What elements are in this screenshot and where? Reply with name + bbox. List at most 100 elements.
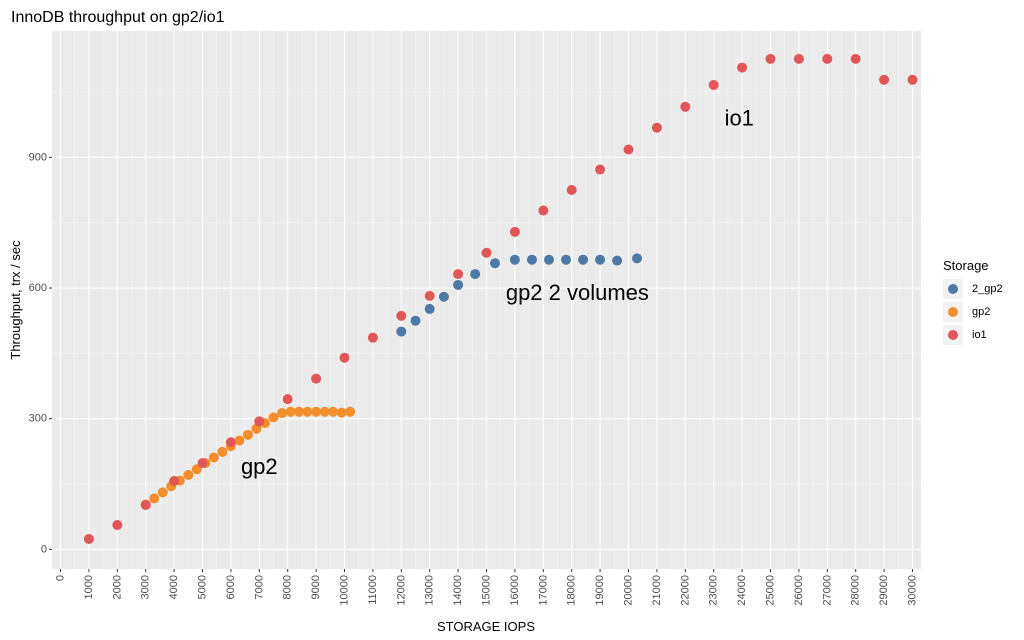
x-tick-label: 27000 bbox=[821, 575, 833, 606]
data-point-io1 bbox=[254, 416, 265, 427]
data-point-2-gp2 bbox=[543, 254, 554, 265]
data-point-io1 bbox=[623, 144, 634, 155]
data-point-2-gp2 bbox=[578, 254, 589, 265]
data-points bbox=[83, 53, 918, 544]
data-point-2-gp2 bbox=[632, 253, 643, 264]
data-point-2-gp2 bbox=[396, 326, 407, 337]
x-tick-label: 15000 bbox=[481, 575, 493, 606]
data-point-gp2 bbox=[285, 406, 296, 417]
x-tick-label: 24000 bbox=[736, 575, 748, 606]
legend-key-io1 bbox=[948, 330, 958, 340]
data-point-2-gp2 bbox=[509, 254, 520, 265]
legend-label: 2_gp2 bbox=[972, 283, 1003, 295]
data-point-io1 bbox=[424, 290, 435, 301]
x-tick-label: 14000 bbox=[452, 575, 464, 606]
data-point-gp2 bbox=[157, 487, 168, 498]
data-point-2-gp2 bbox=[595, 254, 606, 265]
data-point-2-gp2 bbox=[490, 258, 501, 269]
x-tick-label: 28000 bbox=[850, 575, 862, 606]
data-point-io1 bbox=[112, 520, 123, 531]
data-point-io1 bbox=[481, 247, 492, 258]
data-point-io1 bbox=[595, 164, 606, 175]
legend-label: gp2 bbox=[972, 306, 990, 318]
data-point-io1 bbox=[367, 332, 378, 343]
x-tick-label: 3000 bbox=[140, 575, 152, 599]
data-point-gp2 bbox=[319, 406, 330, 417]
axes: 0 1000 2000 3000 4000 5000 6000 7000 8000 9000 100… bbox=[29, 151, 919, 605]
x-tick-label: 22000 bbox=[679, 575, 691, 606]
x-tick-label: 2000 bbox=[111, 575, 123, 599]
annotations: gp2 gp2 2 volumes io1 bbox=[241, 106, 754, 480]
legend-label: io1 bbox=[972, 329, 987, 341]
annotation-label: gp2 2 volumes bbox=[506, 280, 649, 305]
x-tick-label: 16000 bbox=[509, 575, 521, 606]
x-tick-label: 17000 bbox=[537, 575, 549, 606]
annotation-label: gp2 bbox=[241, 454, 278, 479]
y-tick-label: 0 bbox=[41, 543, 47, 555]
data-point-io1 bbox=[765, 53, 776, 64]
data-point-gp2 bbox=[294, 406, 305, 417]
data-point-io1 bbox=[169, 476, 180, 487]
data-point-io1 bbox=[396, 310, 407, 321]
x-tick-label: 12000 bbox=[395, 575, 407, 606]
legend-title: Storage bbox=[943, 258, 989, 273]
legend-key-2-gp2 bbox=[948, 284, 958, 294]
data-point-2-gp2 bbox=[424, 303, 435, 314]
x-tick-label: 7000 bbox=[253, 575, 265, 599]
x-tick-label: 8000 bbox=[282, 575, 294, 599]
data-point-io1 bbox=[282, 394, 293, 405]
y-tick-label: 900 bbox=[29, 151, 47, 163]
data-point-2-gp2 bbox=[453, 279, 464, 290]
data-point-2-gp2 bbox=[438, 291, 449, 302]
data-point-io1 bbox=[793, 53, 804, 64]
x-tick-label: 20000 bbox=[622, 575, 634, 606]
data-point-io1 bbox=[737, 62, 748, 73]
legend: Storage 2_gp2 gp2 io1 bbox=[943, 258, 1003, 345]
data-point-gp2 bbox=[336, 407, 347, 418]
x-tick-label: 26000 bbox=[793, 575, 805, 606]
data-point-gp2 bbox=[208, 452, 219, 463]
x-tick-label: 6000 bbox=[225, 575, 237, 599]
data-point-io1 bbox=[311, 373, 322, 384]
data-point-io1 bbox=[453, 269, 464, 280]
x-tick-label: 4000 bbox=[168, 575, 180, 599]
data-point-io1 bbox=[651, 122, 662, 133]
data-point-io1 bbox=[708, 80, 719, 91]
data-point-io1 bbox=[140, 499, 151, 510]
data-point-gp2 bbox=[217, 446, 228, 457]
x-tick-label: 30000 bbox=[906, 575, 918, 606]
data-point-io1 bbox=[822, 53, 833, 64]
x-tick-label: 23000 bbox=[708, 575, 720, 606]
x-tick-label: 10000 bbox=[339, 575, 351, 606]
annotation-label: io1 bbox=[725, 106, 754, 131]
gridlines bbox=[52, 31, 921, 569]
x-tick-label: 0 bbox=[55, 575, 67, 581]
data-point-gp2 bbox=[234, 435, 245, 446]
data-point-io1 bbox=[197, 458, 208, 469]
data-point-2-gp2 bbox=[470, 269, 481, 280]
y-tick-label: 600 bbox=[29, 282, 47, 294]
x-tick-label: 19000 bbox=[594, 575, 606, 606]
data-point-io1 bbox=[509, 226, 520, 237]
x-tick-label: 21000 bbox=[651, 575, 663, 606]
x-tick-label: 18000 bbox=[566, 575, 578, 606]
x-axis-title: STORAGE IOPS bbox=[437, 619, 535, 634]
data-point-io1 bbox=[538, 205, 549, 216]
data-point-gp2 bbox=[328, 406, 339, 417]
x-tick-label: 29000 bbox=[878, 575, 890, 606]
data-point-io1 bbox=[225, 437, 236, 448]
data-point-gp2 bbox=[302, 406, 313, 417]
data-point-io1 bbox=[339, 352, 350, 363]
x-tick-label: 25000 bbox=[764, 575, 776, 606]
x-tick-label: 13000 bbox=[424, 575, 436, 606]
data-point-io1 bbox=[680, 101, 691, 112]
data-point-io1 bbox=[850, 53, 861, 64]
x-tick-label: 9000 bbox=[310, 575, 322, 599]
data-point-gp2 bbox=[345, 406, 356, 417]
data-point-2-gp2 bbox=[561, 254, 572, 265]
legend-key-gp2 bbox=[948, 307, 958, 317]
data-point-2-gp2 bbox=[526, 254, 537, 265]
data-point-gp2 bbox=[277, 408, 288, 419]
x-tick-label: 5000 bbox=[197, 575, 209, 599]
